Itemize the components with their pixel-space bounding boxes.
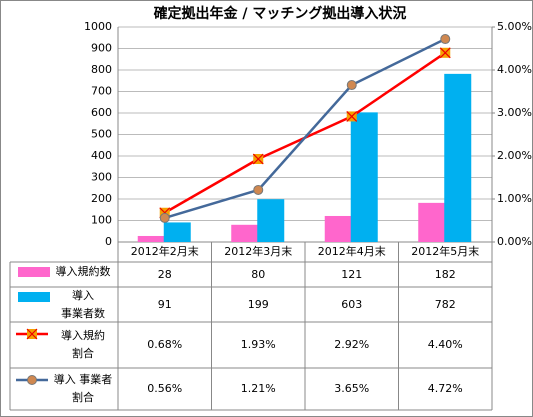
legend-label: 導入規約 割合 xyxy=(61,329,105,360)
table-value: 28 xyxy=(157,267,172,281)
y-tick-label: 0 xyxy=(105,235,112,248)
bar xyxy=(350,112,378,242)
point-cross xyxy=(252,153,264,165)
table-value: 603 xyxy=(341,297,363,311)
y2-tick-label: 5.00% xyxy=(497,20,532,33)
table-value: 182 xyxy=(434,267,456,281)
table-value: 199 xyxy=(247,297,269,311)
legend-label: 導入 事業者数 xyxy=(61,288,105,320)
bar xyxy=(257,199,285,242)
point-cross xyxy=(439,47,451,59)
point-cross xyxy=(346,111,358,122)
legend-label: 導入規約数 xyxy=(55,265,111,278)
bar xyxy=(231,224,259,242)
table-value: 0.56% xyxy=(147,382,183,395)
y-tick-label: 100 xyxy=(91,214,112,227)
table-value: 4.72% xyxy=(427,382,463,395)
table-value: 1.93% xyxy=(240,338,276,351)
table-value: 80 xyxy=(251,267,266,281)
table-value: 3.65% xyxy=(334,382,370,395)
y2-tick-label: 1.00% xyxy=(497,192,532,205)
point-cross xyxy=(26,328,38,340)
bar xyxy=(137,235,165,242)
point xyxy=(159,212,170,223)
bar xyxy=(324,215,352,242)
x-tick-label: 2012年5月末 xyxy=(411,245,480,258)
point xyxy=(346,80,357,91)
bar xyxy=(418,202,446,242)
table-value: 2.92% xyxy=(334,338,370,351)
y-tick-label: 500 xyxy=(91,128,112,141)
y-tick-label: 400 xyxy=(91,149,112,162)
y2-tick-label: 4.00% xyxy=(497,63,532,76)
x-tick-label: 2012年3月末 xyxy=(224,245,293,258)
y-tick-label: 700 xyxy=(91,85,112,98)
table-value: 782 xyxy=(434,297,456,311)
table-value: 4.40% xyxy=(427,338,463,351)
table-value: 121 xyxy=(341,267,363,281)
x-tick-label: 2012年2月末 xyxy=(130,245,199,258)
legend-label: 導入 事業者 割合 xyxy=(53,373,113,404)
y-tick-label: 800 xyxy=(91,63,112,76)
line xyxy=(164,37,446,220)
bar xyxy=(163,222,191,242)
y-tick-label: 200 xyxy=(91,192,112,205)
y-tick-label: 300 xyxy=(91,171,112,184)
x-tick-label: 2012年4月末 xyxy=(317,245,386,258)
legend-marker xyxy=(27,375,37,385)
y2-tick-label: 0.00% xyxy=(497,235,532,248)
point xyxy=(253,184,264,195)
legend-swatch xyxy=(18,267,50,277)
bar xyxy=(444,73,472,243)
y-tick-label: 600 xyxy=(91,106,112,119)
y2-tick-label: 3.00% xyxy=(497,106,532,119)
table-value: 0.68% xyxy=(147,338,183,351)
y-tick-label: 1000 xyxy=(84,20,112,33)
table-value: 1.21% xyxy=(240,382,276,395)
point xyxy=(440,34,451,45)
y-tick-label: 900 xyxy=(91,42,112,55)
legend-swatch xyxy=(18,292,50,302)
y2-tick-label: 2.00% xyxy=(497,149,532,162)
table-value: 91 xyxy=(157,297,172,311)
chart-title: 確定拠出年金 / マッチング拠出導入状況 xyxy=(154,5,407,22)
